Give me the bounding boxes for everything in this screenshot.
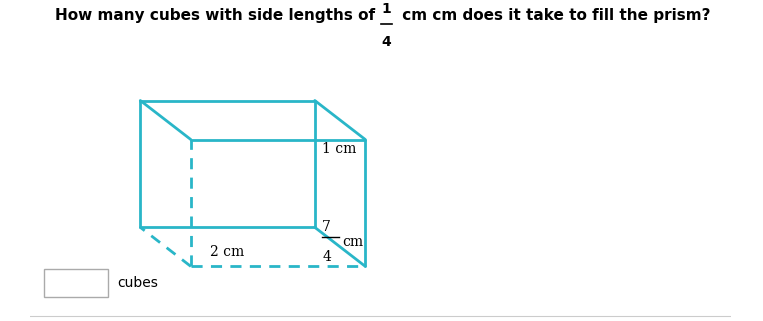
Text: cm: cm	[343, 235, 363, 249]
Text: 4: 4	[382, 35, 391, 49]
Text: 7: 7	[322, 220, 331, 234]
FancyBboxPatch shape	[44, 269, 108, 297]
Text: cm cm does it take to fill the prism?: cm cm does it take to fill the prism?	[398, 8, 711, 23]
Text: 1: 1	[382, 2, 391, 16]
Text: 2 cm: 2 cm	[211, 245, 245, 259]
Text: 1 cm: 1 cm	[322, 142, 356, 156]
Text: How many cubes with side lengths of: How many cubes with side lengths of	[55, 8, 380, 23]
Text: 4: 4	[322, 250, 331, 264]
Text: cubes: cubes	[118, 276, 158, 290]
